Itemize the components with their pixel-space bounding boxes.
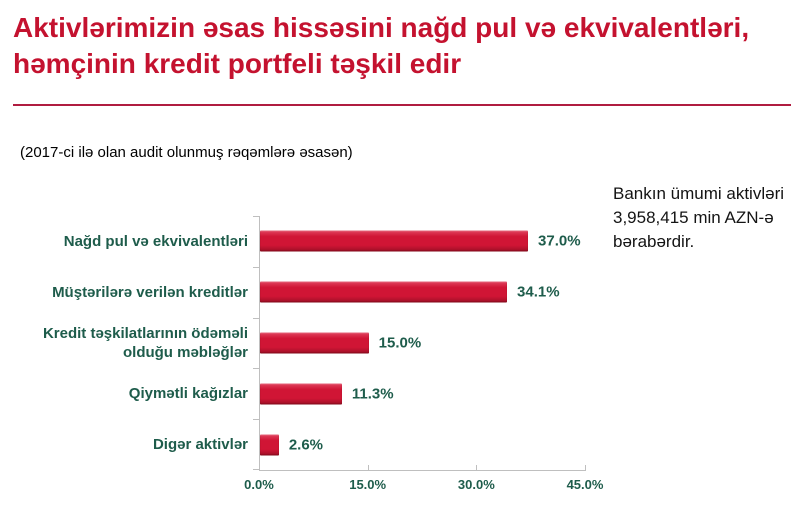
x-axis-tick xyxy=(367,465,369,470)
bar xyxy=(260,332,369,354)
x-axis-tick xyxy=(476,465,478,470)
subtitle: (2017-ci ilə olan audit olunmuş rəqəmlər… xyxy=(20,144,353,161)
y-axis-tick xyxy=(253,419,259,421)
chart-row: Nağd pul və ekvivalentləri 37.0% xyxy=(28,216,588,267)
bar-track: 11.3% xyxy=(259,368,588,419)
chart-row: Digər aktivlər 2.6% xyxy=(28,419,588,470)
bar xyxy=(260,230,529,252)
bar-track: 37.0% xyxy=(259,216,588,267)
chart-rows: Nağd pul və ekvivalentləri 37.0% Müştərilə… xyxy=(28,216,588,470)
x-axis-labels: 0.0% 15.0% 30.0% 45.0% xyxy=(244,477,603,495)
y-axis-tick xyxy=(253,317,259,319)
x-axis-label: 30.0% xyxy=(457,477,495,492)
title-divider-line xyxy=(13,104,791,106)
bar xyxy=(260,383,342,405)
x-axis-line xyxy=(259,470,586,471)
category-label: Müştərilərə verilən kreditlər xyxy=(52,283,248,301)
y-axis-tick xyxy=(253,266,259,268)
chart-row: Müştərilərə verilən kreditlər 34.1% xyxy=(28,267,588,318)
value-label: 15.0% xyxy=(378,334,422,352)
bar-track: 2.6% xyxy=(259,419,588,470)
y-axis-tick xyxy=(253,368,259,370)
bar-track: 34.1% xyxy=(259,267,588,318)
category-label: Qiymətli kağızlar xyxy=(128,385,248,403)
y-axis-ticks xyxy=(253,216,260,470)
bar xyxy=(260,281,508,303)
value-label: 34.1% xyxy=(517,283,560,301)
chart-row: Qiymətli kağızlar 11.3% xyxy=(28,368,588,419)
value-label: 37.0% xyxy=(538,232,581,250)
value-label: 2.6% xyxy=(288,436,324,454)
value-label: 11.3% xyxy=(351,385,394,403)
x-axis-tick xyxy=(585,465,586,470)
bar xyxy=(260,434,279,456)
x-axis-label: 0.0% xyxy=(244,477,274,492)
category-label: Digər aktivlər xyxy=(152,436,248,454)
bar-track: 15.0% xyxy=(259,318,588,369)
y-axis-tick xyxy=(253,216,259,217)
x-axis-ticks xyxy=(259,465,586,471)
chart-row: Kredit təşkilatlarının ödəməli olduğu mə… xyxy=(28,318,588,369)
y-axis-tick xyxy=(253,469,259,470)
x-axis-label: 45.0% xyxy=(566,477,604,492)
page-title: Aktivlərimizin əsas hissəsini nağd pul v… xyxy=(13,12,750,79)
category-label: Nağd pul və ekvivalentləri xyxy=(63,232,248,250)
x-axis-label: 15.0% xyxy=(349,477,387,492)
y-axis-line xyxy=(259,216,260,470)
total-assets-note: Bankın ümumi aktivləri 3,958,415 min AZN… xyxy=(613,184,785,251)
category-label: Kredit təşkilatlarının ödəməli olduğu mə… xyxy=(42,324,248,361)
